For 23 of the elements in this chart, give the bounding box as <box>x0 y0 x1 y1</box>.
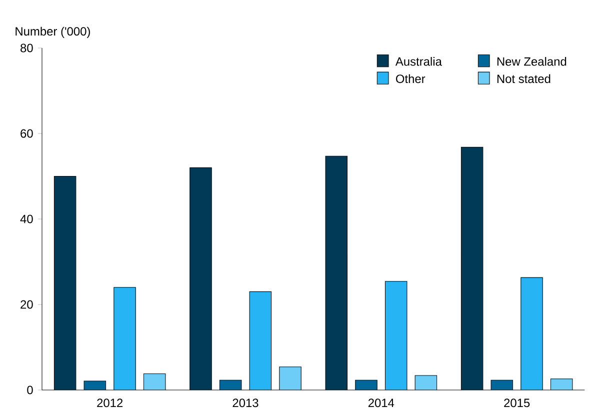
x-tick-label: 2012 <box>97 398 123 408</box>
legend-label: Not stated <box>497 74 550 84</box>
legend-label: New Zealand <box>497 56 566 66</box>
bar <box>415 375 437 390</box>
bar <box>144 374 166 390</box>
y-tick-label: 40 <box>20 214 33 224</box>
legend-label: Other <box>396 74 426 84</box>
y-tick-label: 0 <box>27 386 33 394</box>
x-tick-label: 2014 <box>368 398 394 408</box>
legend-label: Australia <box>395 56 442 66</box>
bar <box>250 292 272 390</box>
bar <box>550 378 573 390</box>
y-tick-label: 80 <box>20 44 33 52</box>
bar <box>279 366 302 390</box>
y-axis-title: Number ('000) <box>16 26 90 38</box>
bar <box>355 380 378 390</box>
x-tick-label: 2015 <box>504 398 530 408</box>
bar <box>114 287 136 390</box>
bar <box>385 281 407 390</box>
x-tick-label: 2013 <box>232 398 258 408</box>
bar <box>520 277 543 390</box>
y-tick-label: 20 <box>20 300 33 309</box>
y-tick-label: 60 <box>20 129 33 138</box>
